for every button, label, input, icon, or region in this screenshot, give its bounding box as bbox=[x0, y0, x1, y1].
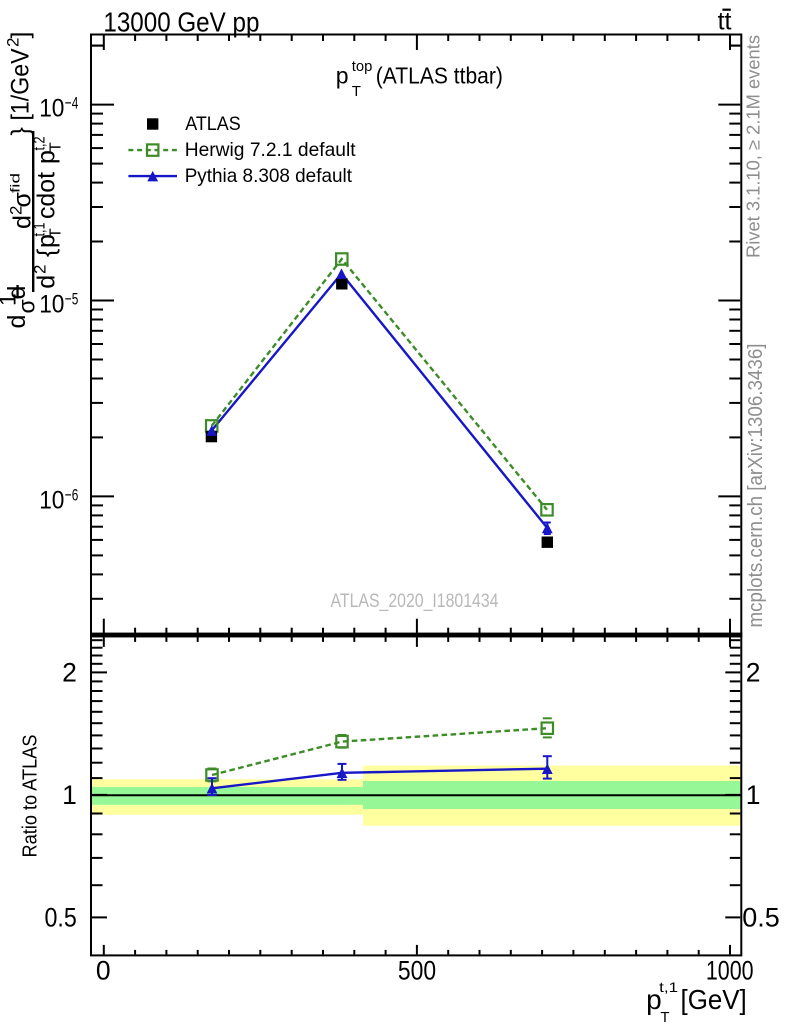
svg-text:[1/GeV: [1/GeV bbox=[7, 48, 35, 120]
svg-text:ATLAS: ATLAS bbox=[185, 113, 241, 135]
svg-text:σ: σ bbox=[9, 192, 37, 208]
svg-text:−4: −4 bbox=[65, 94, 79, 113]
svg-text:T: T bbox=[352, 83, 361, 100]
svg-text:10: 10 bbox=[39, 95, 64, 123]
svg-text:0.5: 0.5 bbox=[742, 903, 780, 933]
svg-text:[GeV]: [GeV] bbox=[681, 984, 747, 1015]
svg-text:2: 2 bbox=[7, 206, 26, 215]
svg-text:1: 1 bbox=[746, 780, 761, 810]
svg-text:ATLAS_2020_I1801434: ATLAS_2020_I1801434 bbox=[331, 591, 499, 612]
svg-text:Rivet 3.1.10, ≥ 2.1M events: Rivet 3.1.10, ≥ 2.1M events bbox=[744, 35, 764, 258]
svg-text:0: 0 bbox=[96, 955, 111, 985]
svg-text:Ratio to ATLAS: Ratio to ATLAS bbox=[19, 735, 41, 858]
svg-text:1: 1 bbox=[0, 293, 21, 306]
svg-text:t,2: t,2 bbox=[32, 136, 49, 150]
svg-text:p: p bbox=[336, 63, 349, 89]
svg-text:2: 2 bbox=[62, 658, 77, 688]
svg-text:2: 2 bbox=[4, 38, 23, 47]
svg-text:d: d bbox=[3, 315, 31, 329]
svg-text:d: d bbox=[3, 286, 31, 300]
svg-text:−6: −6 bbox=[65, 485, 79, 504]
svg-text:0.5: 0.5 bbox=[45, 903, 77, 933]
svg-text:Herwig 7.2.1 default: Herwig 7.2.1 default bbox=[185, 139, 356, 161]
svg-text:mcplots.cern.ch [arXiv:1306.34: mcplots.cern.ch [arXiv:1306.3436] bbox=[745, 344, 767, 628]
svg-text:T: T bbox=[660, 1009, 669, 1024]
svg-text:2: 2 bbox=[31, 265, 50, 274]
svg-text:top: top bbox=[352, 58, 373, 75]
svg-text:1000: 1000 bbox=[706, 955, 754, 985]
svg-text:T: T bbox=[48, 228, 65, 238]
svg-text:10: 10 bbox=[39, 291, 64, 319]
svg-text:(ATLAS ttbar): (ATLAS ttbar) bbox=[376, 63, 503, 89]
svg-text:Pythia 8.308 default: Pythia 8.308 default bbox=[185, 165, 353, 187]
svg-text:d: d bbox=[9, 215, 37, 229]
svg-text:]: ] bbox=[7, 32, 35, 39]
svg-text:10: 10 bbox=[39, 486, 64, 514]
svg-text:t,1: t,1 bbox=[32, 222, 49, 236]
svg-text:T: T bbox=[48, 142, 65, 152]
svg-text:tt: tt bbox=[718, 8, 732, 36]
svg-text:p: p bbox=[33, 234, 61, 248]
svg-text:500: 500 bbox=[398, 955, 436, 985]
svg-text:p: p bbox=[33, 150, 61, 164]
svg-text:13000 GeV pp: 13000 GeV pp bbox=[103, 6, 259, 37]
svg-text:2: 2 bbox=[746, 658, 761, 688]
svg-text:}: } bbox=[7, 127, 35, 135]
svg-text:σ: σ bbox=[14, 299, 40, 313]
svg-text:−5: −5 bbox=[65, 290, 79, 309]
svg-text:{: { bbox=[33, 249, 61, 257]
svg-text:p: p bbox=[646, 984, 662, 1015]
svg-text:fid: fid bbox=[8, 173, 23, 193]
svg-text:cdot: cdot bbox=[33, 172, 61, 219]
svg-text:1: 1 bbox=[62, 780, 77, 810]
svg-text:d: d bbox=[33, 275, 61, 289]
svg-text:t,1: t,1 bbox=[659, 979, 678, 995]
